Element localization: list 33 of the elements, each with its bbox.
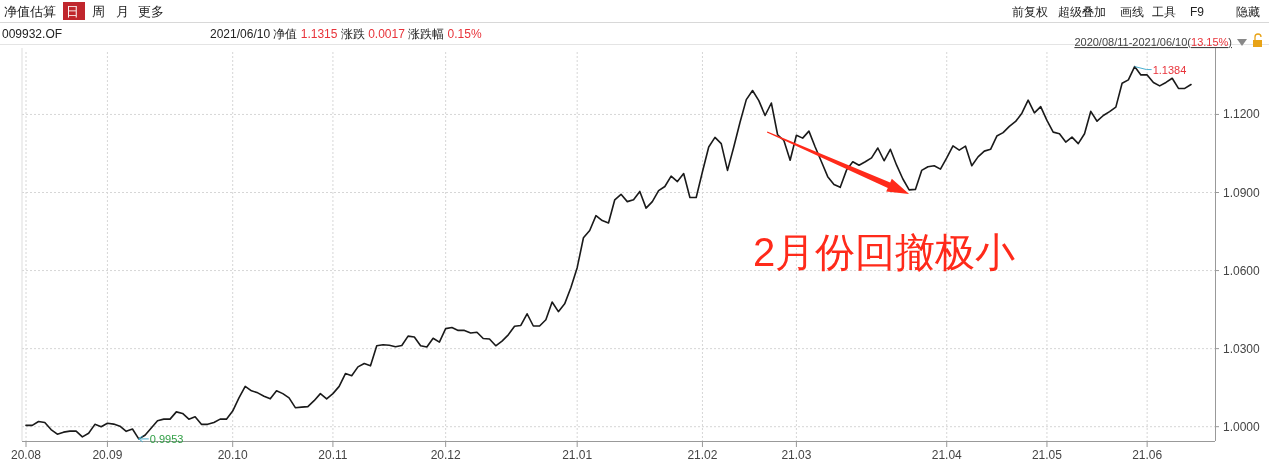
y-tick-label: 1.0000 xyxy=(1223,419,1261,434)
y-tick-label: 1.0900 xyxy=(1223,185,1261,200)
chart-subtitle: 2021/06/10 净值 1.1315 涨跌 0.0017 涨跌幅 0.15% xyxy=(210,27,482,41)
x-tick-label: 20.10 xyxy=(217,448,249,462)
text: 隐藏 xyxy=(1236,5,1260,19)
annotation: 0.9953 xyxy=(149,432,184,445)
text: 前复权 xyxy=(1012,5,1048,19)
x-tick-label: 20.12 xyxy=(430,448,461,462)
x-tick-label: 21.03 xyxy=(781,448,812,462)
text: 净值估算 xyxy=(4,4,56,19)
chart-title: 009932.OF xyxy=(2,27,63,41)
text: 2020/08/11-2021/06/10(13.15%) xyxy=(1074,36,1232,48)
text: 超级叠加 xyxy=(1058,5,1106,19)
x-tick-label: 21.04 xyxy=(931,448,963,462)
annotation: 2月份回撤极小 xyxy=(753,229,1016,274)
text: 画线 xyxy=(1120,5,1144,19)
text: 月 xyxy=(116,4,129,19)
x-tick-label: 21.02 xyxy=(687,448,718,462)
x-tick-label: 20.08 xyxy=(10,448,42,462)
x-tick-label: 21.01 xyxy=(562,448,593,462)
y-tick-label: 1.1200 xyxy=(1223,107,1261,122)
text: F9 xyxy=(1190,5,1205,19)
y-tick-label: 1.0600 xyxy=(1223,263,1261,278)
x-tick-label: 20.11 xyxy=(318,448,348,462)
x-tick-label: 21.05 xyxy=(1031,448,1063,462)
text: 更多 xyxy=(138,4,164,19)
text: 日 xyxy=(66,4,79,19)
x-tick-label: 21.06 xyxy=(1132,448,1163,462)
annotation: 1.1384 xyxy=(1152,63,1187,76)
text: 周 xyxy=(92,4,105,19)
text: 工具 xyxy=(1152,5,1176,19)
y-tick-label: 1.0300 xyxy=(1223,341,1261,356)
x-tick-label: 20.09 xyxy=(92,448,123,462)
